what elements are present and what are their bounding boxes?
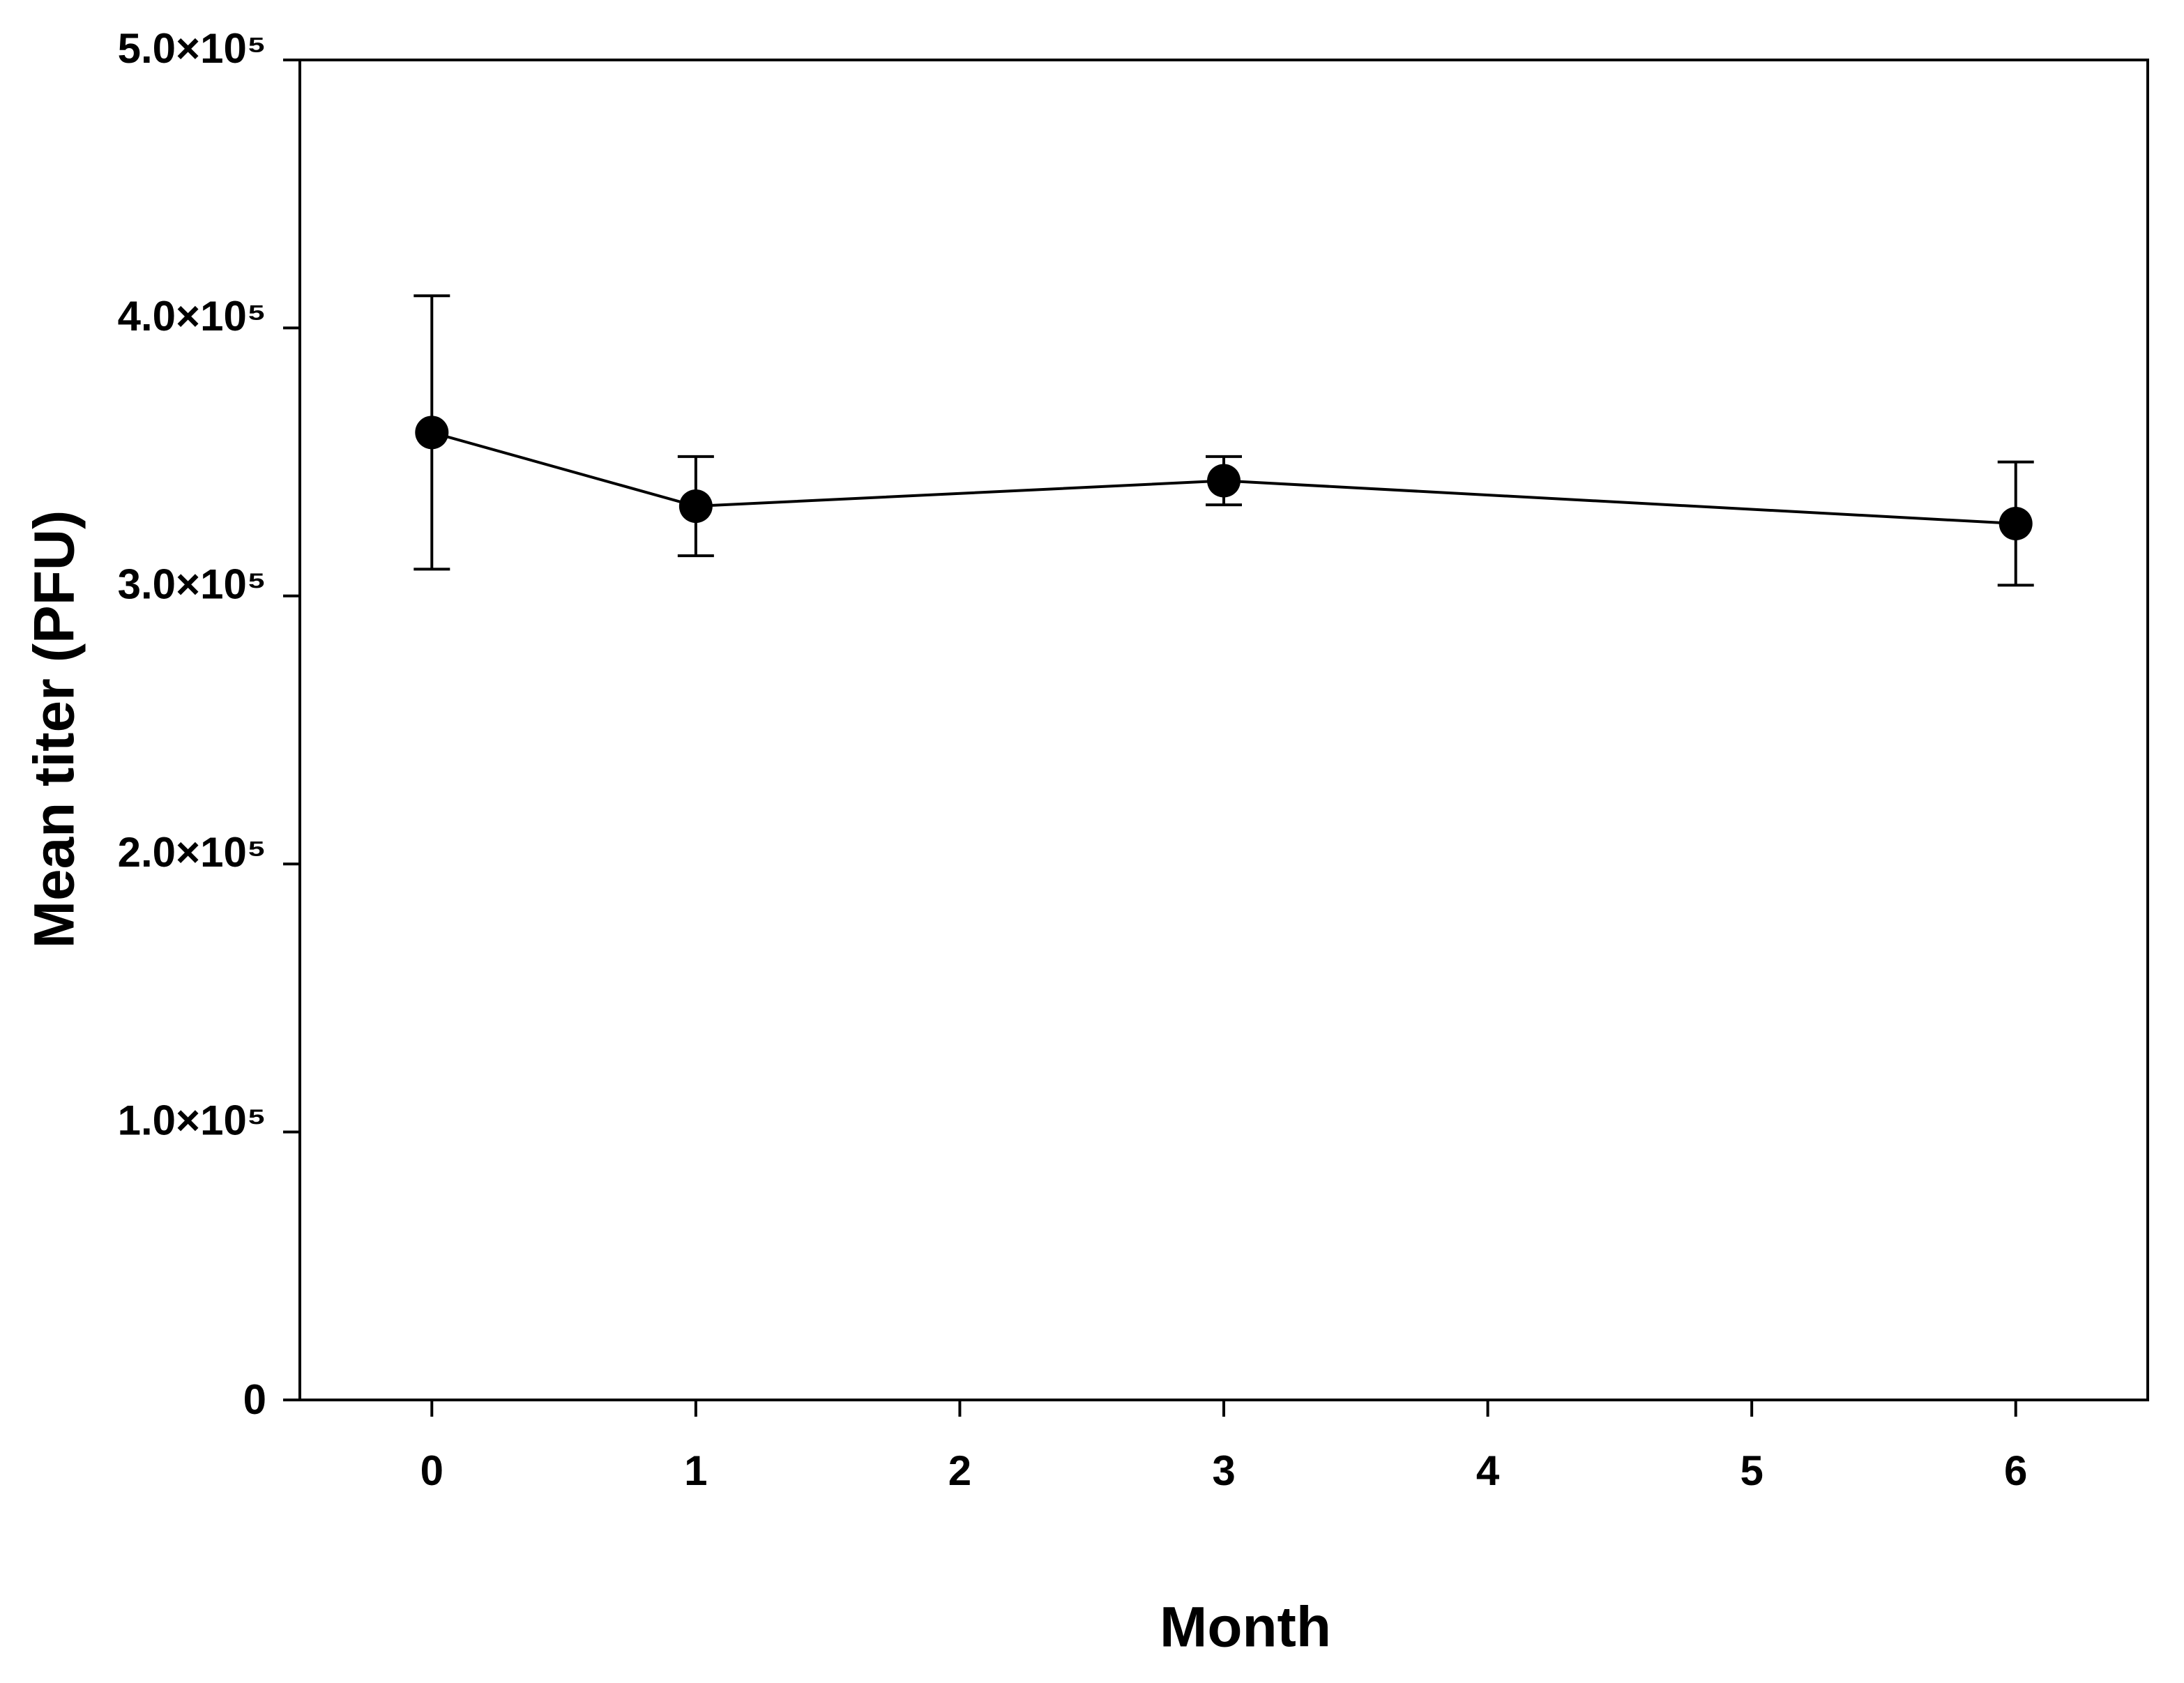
- x-tick-label: 4: [1476, 1447, 1500, 1494]
- x-tick-label: 6: [2004, 1447, 2027, 1494]
- y-tick-label: 3.0×10⁵: [118, 561, 266, 608]
- x-tick-label: 0: [420, 1447, 443, 1494]
- y-axis-title: Mean titer (PFU): [23, 510, 86, 949]
- plot-frame: [298, 59, 2149, 1401]
- data-point: [1999, 507, 2033, 541]
- data-point: [415, 416, 449, 450]
- y-tick-label: 0: [243, 1376, 266, 1423]
- data-point: [1207, 464, 1241, 498]
- x-tick-label: 2: [948, 1447, 971, 1494]
- data-point: [678, 489, 713, 524]
- y-tick-label: 2.0×10⁵: [118, 829, 266, 876]
- data-line: [431, 431, 2016, 526]
- y-tick-label: 4.0×10⁵: [118, 293, 266, 340]
- y-tick-label: 5.0×10⁵: [118, 25, 266, 72]
- x-tick-label: 5: [1740, 1447, 1763, 1494]
- x-axis-title: Month: [1160, 1596, 1331, 1659]
- x-tick-label: 3: [1212, 1447, 1235, 1494]
- y-tick-label: 1.0×10⁵: [118, 1097, 266, 1143]
- x-tick-label: 1: [684, 1447, 707, 1494]
